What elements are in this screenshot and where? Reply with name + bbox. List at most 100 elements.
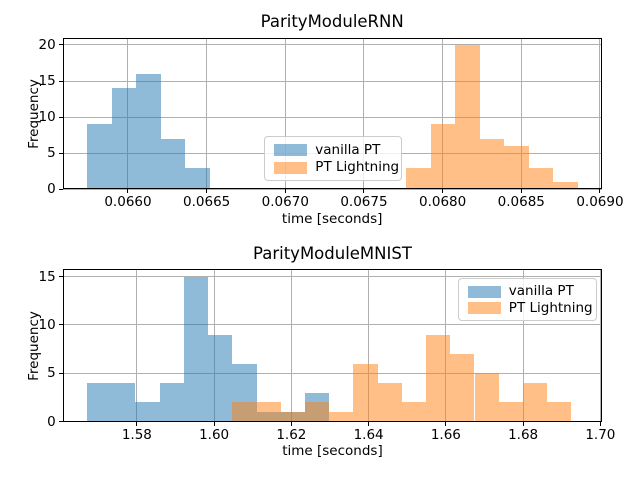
x-tick-label: 0.0665 bbox=[183, 194, 231, 211]
y-tick-label: 15 bbox=[38, 73, 56, 89]
hist-bar-pt-lightning bbox=[329, 412, 354, 422]
hist-bar-pt-lightning bbox=[256, 402, 281, 422]
hist-bar-pt-lightning bbox=[280, 412, 305, 422]
hist-bar-vanilla-pt bbox=[183, 276, 209, 422]
x-tick-mark bbox=[363, 189, 365, 194]
gridline-horizontal bbox=[62, 324, 603, 326]
hist-bar-pt-lightning bbox=[522, 382, 548, 422]
gridline-horizontal bbox=[62, 44, 602, 46]
y-tick-mark bbox=[58, 116, 63, 118]
vanilla-pt-swatch-icon bbox=[467, 285, 501, 298]
gridline-vertical bbox=[136, 269, 138, 422]
y-tick-mark bbox=[58, 276, 63, 278]
hist-bar-vanilla-pt bbox=[136, 73, 161, 190]
gridline-horizontal bbox=[62, 80, 602, 82]
x-tick-label: 0.0685 bbox=[497, 194, 545, 211]
y-tick-mark bbox=[58, 80, 63, 82]
x-tick-label: 1.60 bbox=[199, 426, 230, 443]
gridline-vertical bbox=[284, 37, 286, 190]
subplot1-xlabel: time [seconds] bbox=[281, 210, 383, 227]
hist-bar-vanilla-pt bbox=[111, 88, 137, 190]
gridline-vertical bbox=[363, 37, 365, 190]
hist-bar-pt-lightning bbox=[353, 363, 378, 422]
hist-bar-pt-lightning bbox=[498, 402, 523, 422]
x-tick-label: 0.0675 bbox=[340, 194, 388, 211]
subplot2-xlabel: time [seconds] bbox=[282, 442, 383, 459]
x-tick-mark bbox=[599, 421, 601, 426]
x-tick-label: 1.58 bbox=[121, 426, 152, 443]
x-tick-label: 1.68 bbox=[508, 426, 539, 443]
legend-label-pt-lightning: PT Lightning bbox=[508, 299, 593, 316]
x-tick-mark bbox=[206, 189, 208, 194]
gridline-horizontal bbox=[62, 276, 603, 278]
gridline-horizontal bbox=[62, 421, 603, 423]
gridline-horizontal bbox=[62, 116, 602, 118]
x-tick-mark bbox=[284, 189, 286, 194]
y-tick-mark bbox=[58, 324, 63, 326]
gridline-horizontal bbox=[62, 188, 602, 190]
hist-bar-pt-lightning bbox=[426, 334, 451, 422]
hist-bar-vanilla-pt bbox=[87, 124, 112, 190]
hist-bar-vanilla-pt bbox=[87, 382, 112, 422]
hist-bar-vanilla-pt bbox=[111, 382, 136, 422]
legend-label-pt-lightning: PT Lightning bbox=[315, 159, 400, 176]
subplot1-legend: vanilla PT PT Lightning bbox=[264, 136, 403, 182]
x-tick-mark bbox=[442, 189, 444, 194]
gridline-horizontal bbox=[62, 372, 603, 374]
legend-label-vanilla-pt: vanilla PT bbox=[508, 283, 574, 300]
y-tick-label: 10 bbox=[38, 109, 56, 126]
hist-bar-pt-lightning bbox=[304, 402, 330, 422]
x-tick-label: 0.0670 bbox=[261, 194, 309, 211]
x-tick-mark bbox=[368, 421, 370, 426]
y-tick-mark bbox=[58, 188, 63, 190]
hist-bar-pt-lightning bbox=[401, 402, 427, 422]
legend-entry-vanilla-pt: vanilla PT bbox=[467, 283, 587, 300]
gridline-vertical bbox=[599, 269, 601, 422]
x-tick-mark bbox=[520, 189, 522, 194]
hist-bar-pt-lightning bbox=[232, 402, 257, 422]
x-tick-label: 1.66 bbox=[430, 426, 461, 443]
subplot1-axes: 0.0660 0.0665 0.0670 0.0675 0.0680 0.0685 0.06… bbox=[39, 37, 624, 210]
gridline-vertical bbox=[522, 269, 524, 422]
gridline-vertical bbox=[599, 37, 601, 190]
hist-bar-pt-lightning bbox=[450, 353, 475, 422]
y-tick-label: 20 bbox=[38, 36, 56, 53]
hist-bar-vanilla-pt bbox=[159, 382, 184, 422]
gridline-vertical bbox=[368, 269, 370, 422]
x-tick-label: 0.0660 bbox=[104, 194, 152, 211]
x-tick-label: 0.0680 bbox=[419, 194, 467, 211]
vanilla-pt-swatch-icon bbox=[274, 144, 308, 157]
hist-bar-pt-lightning bbox=[479, 138, 505, 190]
hist-bar-pt-lightning bbox=[504, 145, 529, 190]
y-tick-label: 15 bbox=[38, 268, 56, 285]
hist-bar-vanilla-pt bbox=[135, 402, 160, 422]
x-tick-mark bbox=[213, 421, 215, 426]
hist-bar-pt-lightning bbox=[528, 167, 554, 190]
legend-entry-pt-lightning: PT Lightning bbox=[274, 160, 399, 175]
hist-bar-pt-lightning bbox=[430, 124, 456, 190]
hist-bar-vanilla-pt bbox=[160, 138, 186, 190]
gridline-vertical bbox=[520, 37, 522, 190]
y-tick-label: 5 bbox=[47, 145, 56, 162]
hist-bar-pt-lightning bbox=[377, 382, 402, 422]
x-tick-mark bbox=[127, 189, 129, 194]
hist-bar-pt-lightning bbox=[547, 402, 572, 422]
gridline-vertical bbox=[206, 37, 208, 190]
pt-lightning-swatch-icon bbox=[274, 161, 308, 174]
y-tick-mark bbox=[58, 152, 63, 154]
y-tick-label: 0 bbox=[47, 181, 56, 198]
pt-lightning-swatch-icon bbox=[467, 302, 501, 315]
y-tick-mark bbox=[58, 421, 63, 423]
hist-bar-pt-lightning bbox=[406, 167, 431, 190]
legend-entry-pt-lightning: PT Lightning bbox=[467, 300, 593, 316]
hist-bar-vanilla-pt bbox=[185, 167, 210, 190]
hist-bar-pt-lightning bbox=[474, 373, 499, 422]
x-tick-mark bbox=[445, 421, 447, 426]
hist-bar-pt-lightning bbox=[553, 182, 578, 190]
x-tick-mark bbox=[136, 421, 138, 426]
hist-bar-vanilla-pt bbox=[208, 334, 233, 422]
x-tick-mark bbox=[522, 421, 524, 426]
x-tick-label: 1.70 bbox=[585, 426, 616, 443]
subplot2-title: ParityModuleMNIST bbox=[253, 243, 412, 263]
